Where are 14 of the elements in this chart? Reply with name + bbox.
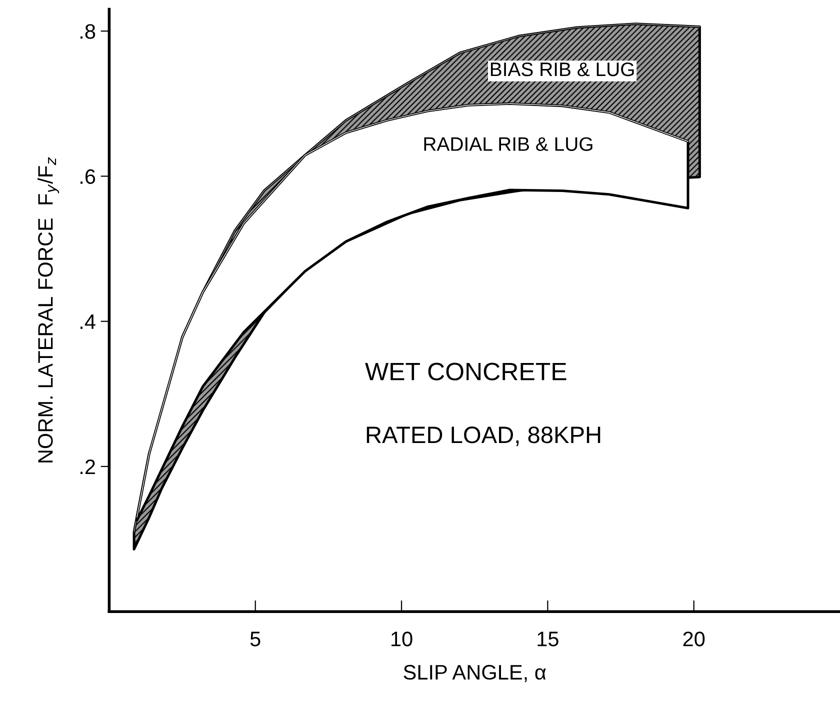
x-tick-label: 10 — [392, 632, 412, 646]
annotation: WET CONCRETE — [365, 362, 566, 380]
x-tick-label: 20 — [683, 632, 705, 646]
series-label: BIAS RIB & LUG — [490, 62, 634, 76]
y-tick-label: .2 — [80, 459, 95, 474]
series-label: RADIAL RIB & LUG — [424, 137, 592, 151]
x-axis-title: SLIP ANGLE, α — [404, 664, 546, 682]
y-axis-title: NORM. LATERAL FORCE F$_{y}$/F$_{z}$ — [38, 157, 60, 462]
x-tick-label: 5 — [250, 632, 260, 646]
annotation: RATED LOAD, 88KPH — [366, 426, 600, 446]
y-tick-label: .6 — [80, 169, 96, 184]
x-tick-label: 15 — [538, 632, 558, 646]
y-tick-label: .8 — [80, 24, 96, 39]
y-tick-label: .4 — [80, 314, 96, 329]
